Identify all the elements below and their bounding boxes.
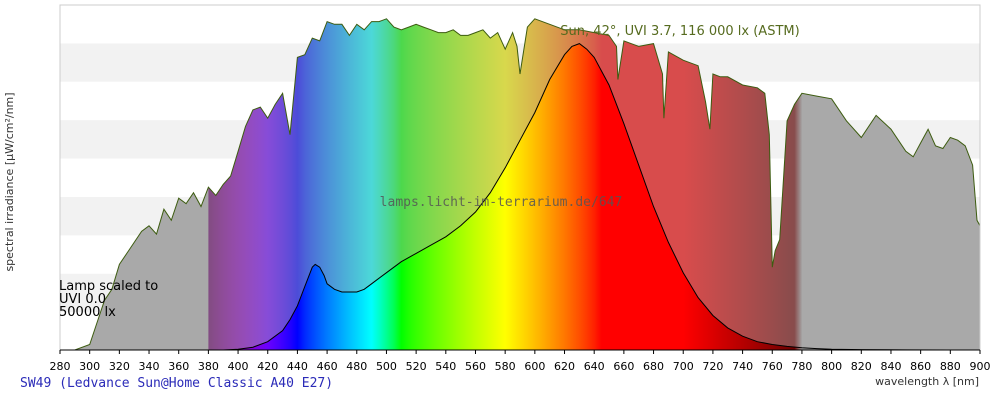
x-tick-label: 300 <box>79 360 100 373</box>
x-tick-label: 520 <box>406 360 427 373</box>
x-tick-label: 460 <box>317 360 338 373</box>
x-tick-label: 560 <box>465 360 486 373</box>
x-tick-label: 340 <box>139 360 160 373</box>
x-tick-label: 360 <box>168 360 189 373</box>
x-tick-label: 440 <box>287 360 308 373</box>
x-tick-label: 740 <box>732 360 753 373</box>
x-tick-label: 280 <box>50 360 71 373</box>
x-tick-label: 420 <box>257 360 278 373</box>
x-tick-label: 680 <box>643 360 664 373</box>
x-tick-label: 500 <box>376 360 397 373</box>
x-tick-label: 580 <box>495 360 516 373</box>
x-tick-label: 760 <box>762 360 783 373</box>
x-tick-label: 620 <box>554 360 575 373</box>
lamp-series-name: SW49 (Ledvance Sun@Home Classic A40 E27) <box>20 376 334 391</box>
x-tick-label: 840 <box>880 360 901 373</box>
lamp-spectrum-line <box>208 43 980 350</box>
x-axis-label: wavelength λ [nm] <box>875 375 979 388</box>
x-tick-label: 720 <box>702 360 723 373</box>
x-tick-label: 540 <box>435 360 456 373</box>
reference-spectrum-line <box>60 18 980 350</box>
reference-legend: Sun, 42°, UVI 3.7, 116 000 lx (ASTM) <box>560 24 799 39</box>
x-tick-label: 860 <box>910 360 931 373</box>
x-tick-label: 700 <box>673 360 694 373</box>
x-tick-label: 880 <box>940 360 961 373</box>
x-tick-label: 640 <box>584 360 605 373</box>
x-tick-label: 780 <box>791 360 812 373</box>
x-tick-label: 600 <box>524 360 545 373</box>
x-tick-label: 320 <box>109 360 130 373</box>
watermark-annotation: lamps.licht-im-terrarium.de/647 <box>380 195 623 210</box>
lamp-annotation-line-1: Lamp scaled to <box>59 279 158 294</box>
lamp-spectrum-area <box>208 43 980 350</box>
x-tick-label: 380 <box>198 360 219 373</box>
x-tick-label: 400 <box>228 360 249 373</box>
y-axis-label: spectral irradiance [µW/cm²/nm] <box>3 92 16 271</box>
x-axis-ticks: 280 300 320 340 360 380 400 420 440 460 480 500 520 5… <box>50 350 991 373</box>
x-tick-label: 820 <box>851 360 872 373</box>
x-tick-label: 660 <box>613 360 634 373</box>
x-tick-label: 480 <box>346 360 367 373</box>
grid-band <box>60 5 980 44</box>
lamp-annotation-line-3: 50000 lx <box>59 305 116 320</box>
x-tick-label: 900 <box>970 360 991 373</box>
x-tick-label: 800 <box>821 360 842 373</box>
lamp-annotation-line-2: UVI 0.0 <box>59 292 106 307</box>
